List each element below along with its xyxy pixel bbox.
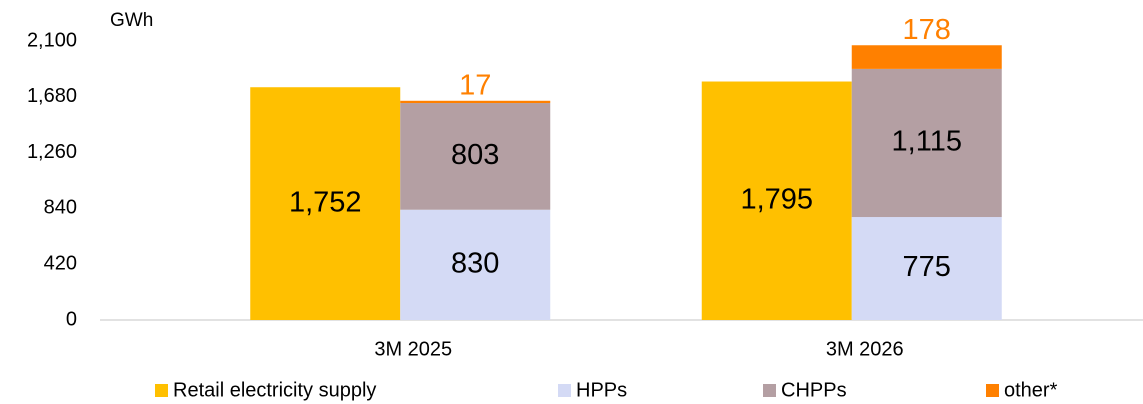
- bar-segment: [400, 100, 551, 104]
- y-tick-label: 2,100: [27, 29, 77, 51]
- bar-segment: [851, 217, 1002, 320]
- bar-segment: [400, 103, 551, 210]
- y-tick-label: 840: [44, 197, 77, 219]
- data-label: 1,752: [289, 186, 362, 218]
- data-label: 1,795: [740, 183, 813, 215]
- data-label: 178: [903, 14, 951, 46]
- legend-label: other*: [1004, 379, 1058, 401]
- legend-label: CHPPs: [781, 379, 847, 401]
- legend-swatch: [763, 384, 776, 397]
- legend-swatch: [558, 384, 571, 397]
- data-label: 803: [451, 139, 499, 171]
- legend-label: HPPs: [576, 379, 627, 401]
- legend-swatch: [155, 384, 168, 397]
- bar-segment: [851, 45, 1002, 69]
- y-tick-label: 0: [66, 308, 77, 330]
- legend-label: Retail electricity supply: [173, 379, 376, 401]
- y-tick-label: 420: [44, 252, 77, 274]
- data-label: 775: [903, 251, 951, 283]
- x-tick-label: 3M 2026: [826, 338, 904, 360]
- y-tick-label: 1,260: [27, 141, 77, 163]
- y-axis-label: GWh: [110, 10, 153, 31]
- data-label: 830: [451, 248, 499, 280]
- y-tick-label: 1,680: [27, 85, 77, 107]
- bar-segment: [701, 81, 852, 321]
- bar-segment: [851, 68, 1002, 218]
- data-label: 17: [459, 69, 491, 101]
- legend-swatch: [986, 384, 999, 397]
- x-tick-label: 3M 2025: [374, 338, 452, 360]
- data-label: 1,115: [892, 126, 962, 158]
- bar-segment: [400, 209, 551, 320]
- bar-segment: [250, 87, 401, 320]
